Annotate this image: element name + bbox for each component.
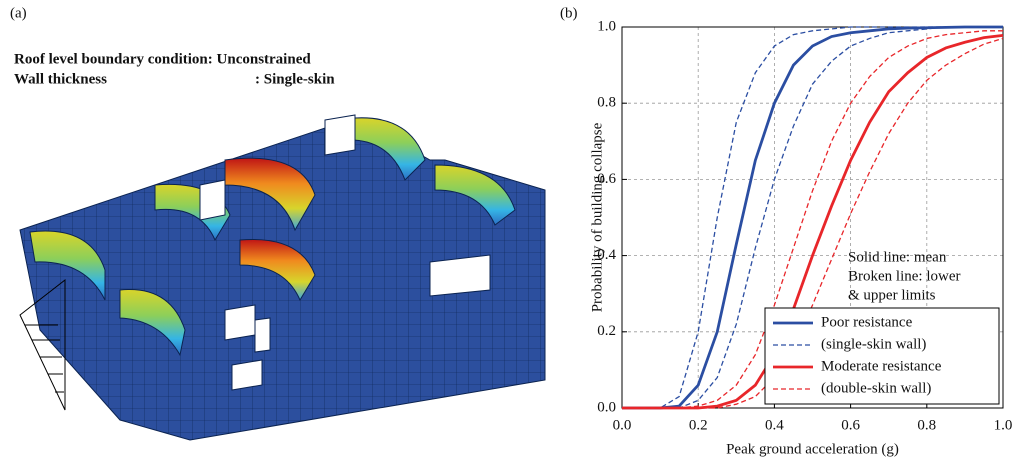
fe-model — [20, 115, 545, 440]
legend-label: Moderate resistance — [821, 358, 942, 374]
x-tick-label: 0.4 — [765, 417, 784, 433]
y-tick-label: 0.2 — [597, 323, 616, 339]
x-tick-label: 0.0 — [613, 417, 632, 433]
x-tick-label: 1.0 — [994, 417, 1013, 433]
wall-label: Wall thickness — [14, 71, 107, 87]
y-tick-label: 0.8 — [597, 95, 616, 111]
legend-label: (single-skin wall) — [821, 336, 926, 352]
x-tick-label: 0.8 — [917, 417, 936, 433]
panel-label: (b) — [560, 5, 578, 21]
wall-value: : Single-skin — [255, 71, 335, 87]
y-tick-label: 0.0 — [597, 399, 616, 415]
legend-label: (double-skin wall) — [821, 380, 931, 396]
x-axis-label: Peak ground acceleration (g) — [726, 441, 899, 457]
panel-label: (a) — [10, 5, 27, 21]
annotation: Broken line: lower — [848, 268, 960, 284]
y-axis-label: Probability of building collapse — [589, 122, 605, 312]
figure: (a) Roof level boundary condition: Uncon… — [0, 0, 1019, 460]
y-tick-label: 1.0 — [597, 18, 616, 34]
annotation: Solid line: mean — [848, 249, 947, 265]
legend-label: Poor resistance — [821, 314, 913, 330]
roof-label: Roof level boundary condition: Unconstra… — [14, 51, 311, 67]
x-tick-label: 0.2 — [689, 417, 708, 433]
annotation: & upper limits — [848, 287, 936, 303]
x-tick-label: 0.6 — [841, 417, 860, 433]
